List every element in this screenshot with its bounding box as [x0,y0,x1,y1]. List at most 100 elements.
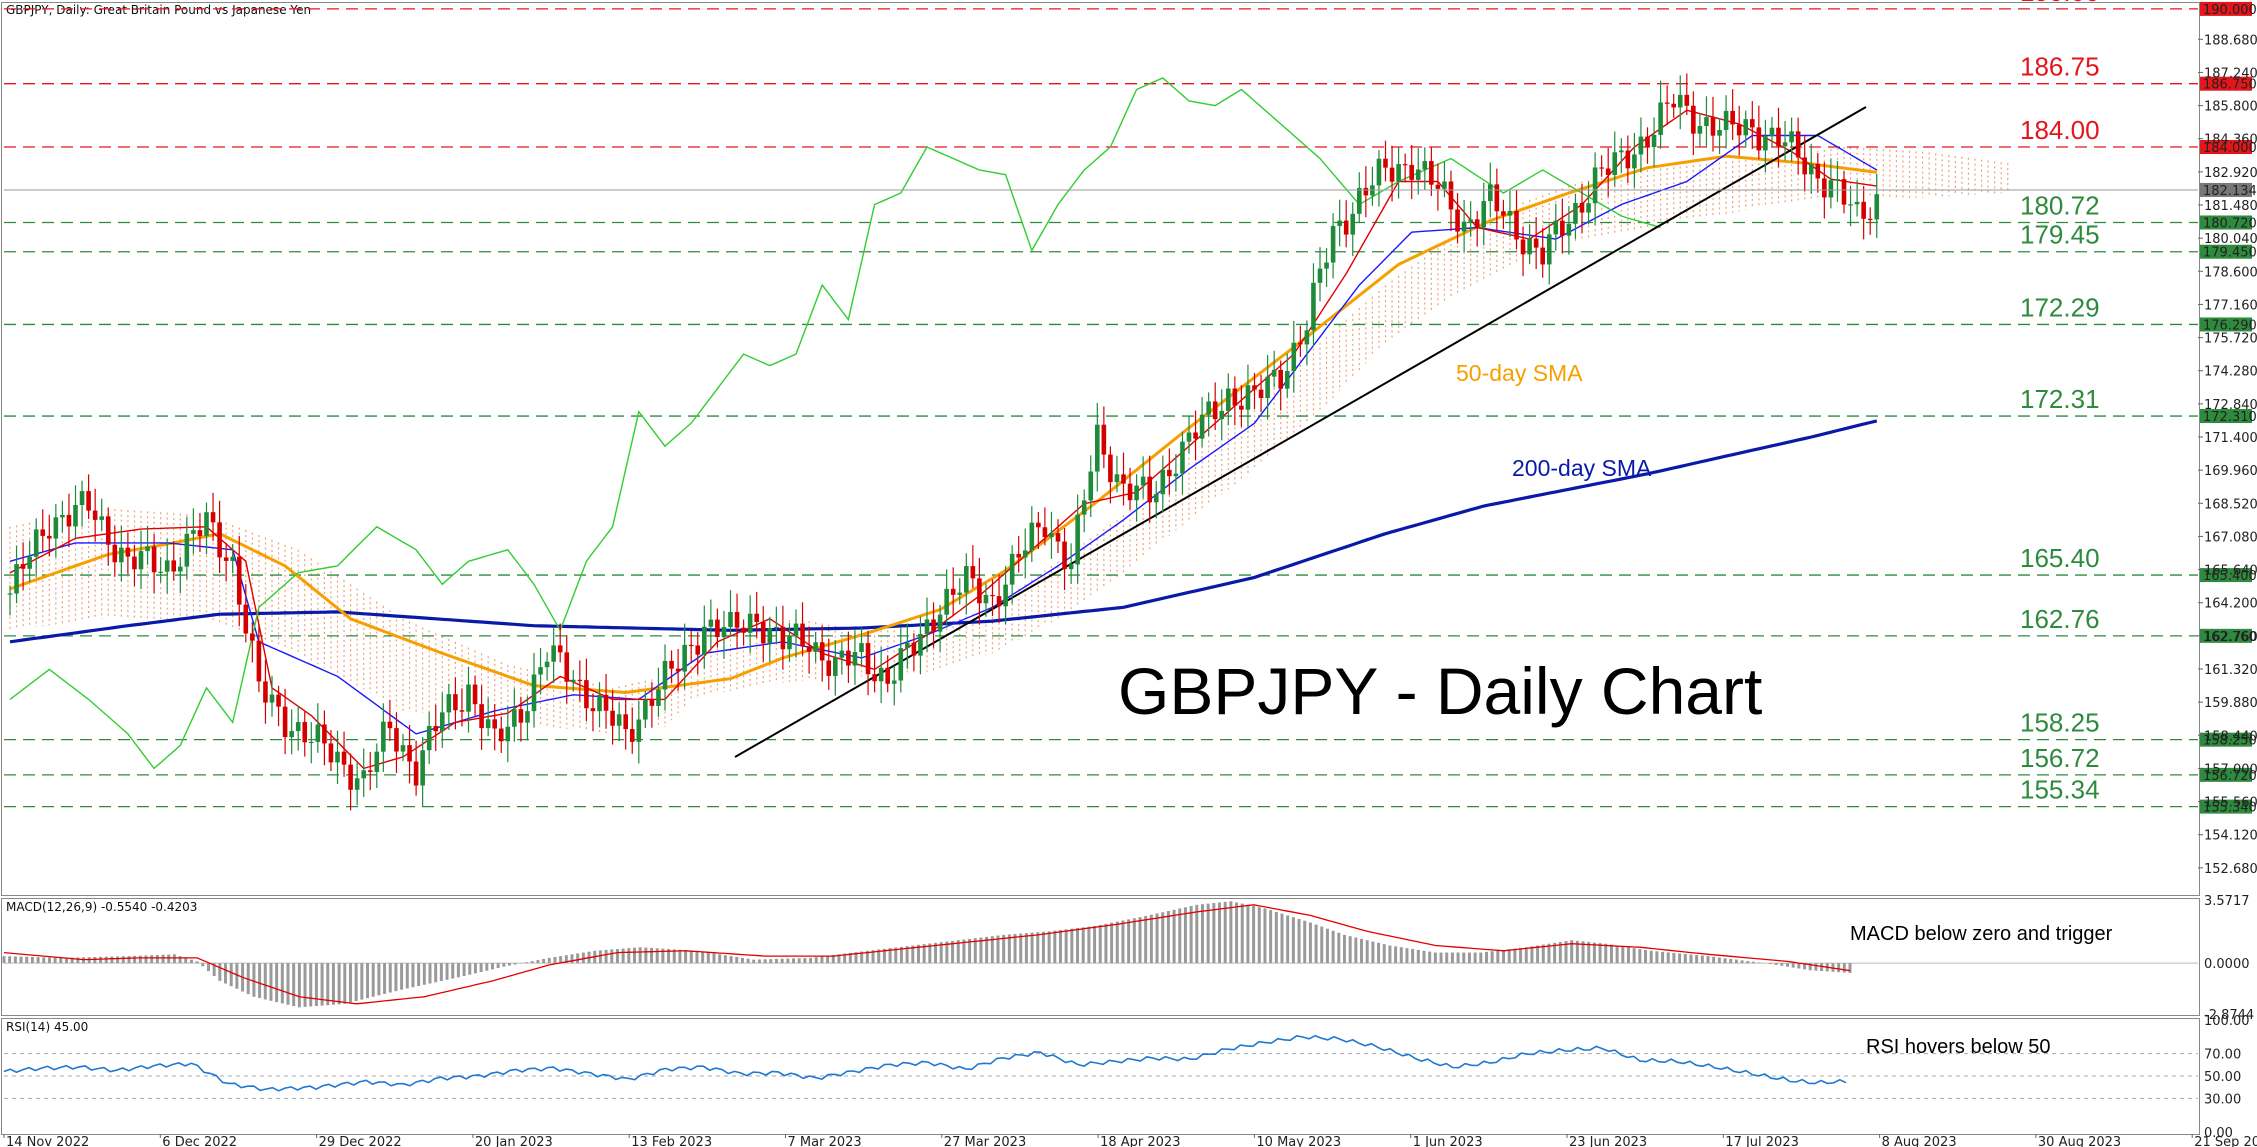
price-tick-label: 159.880 [2204,696,2257,711]
bull-candle [191,530,196,534]
bear-candle [1232,388,1238,406]
bull-candle [1003,584,1008,607]
bear-candle [741,627,746,633]
bear-candle [990,594,995,597]
bear-candle [564,652,570,682]
bear-candle [695,645,701,655]
bull-candle [440,712,445,732]
bear-candle [1042,527,1048,538]
bull-candle [1160,469,1166,495]
bull-candle [400,745,406,752]
rsi-header: RSI(14) 45.00 [6,1020,88,1034]
ichimoku-cloud [9,146,2009,734]
bull-candle [1415,169,1421,180]
bear-candle [1645,136,1650,147]
bull-candle [983,594,989,604]
macd-tick-label: 0.0000 [2204,957,2250,972]
bull-candle [1638,136,1644,155]
bear-candle [367,770,373,772]
bear-candle [970,566,976,579]
bear-candle [1605,168,1611,176]
bear-candle [1127,483,1133,501]
bear-candle [1448,181,1454,210]
level-tag-text: 176.290 [2203,318,2257,333]
kijun-path [9,134,1878,735]
bear-candle [1579,202,1585,213]
bear-candle [498,728,504,742]
bull-candle [1677,94,1683,108]
bear-candle [1501,211,1506,216]
bear-candle [132,556,137,570]
bear-candle [433,725,439,732]
bear-candle [1514,210,1519,240]
chikou-path [9,77,1661,770]
bull-candle [924,619,930,634]
bull-candle [164,560,170,572]
bull-candle [1075,514,1080,565]
level-tag-text: 162.760 [2203,630,2257,645]
bear-candle [1258,389,1264,398]
bear-candle [1710,117,1716,136]
bear-candle [1671,103,1676,108]
bear-candle [557,645,563,653]
level-tag [2200,139,2252,154]
bull-candle [1271,369,1277,377]
price-tick-label: 175.720 [2204,332,2257,347]
bull-candle [145,546,150,552]
bear-candle [47,535,52,539]
bull-candle [937,614,943,632]
bull-candle [1153,494,1159,503]
bull-candle [1592,167,1598,204]
bear-candle [1121,474,1126,484]
time-tick-label: 6 Dec 2022 [162,1135,237,1147]
price-tick-label: 155.560 [2204,796,2257,811]
bear-candle [780,626,786,650]
time-tick-label: 17 Jul 2023 [1725,1135,1799,1147]
bull-candle [721,627,727,638]
rsi-tick-label: 30.00 [2204,1092,2241,1107]
bear-candle [92,510,98,520]
time-tick-label: 20 Jan 2023 [475,1135,553,1147]
bear-candle [282,706,288,738]
bull-candle [53,517,59,539]
bull-candle [1828,180,1834,198]
bear-candle [86,491,91,511]
bear-candle [1101,424,1107,455]
price-tick-label: 169.960 [2204,464,2257,479]
bull-candle [295,722,301,732]
price-tick-label: 184.360 [2204,133,2257,148]
level-tag [2200,317,2252,332]
bull-candle [1468,219,1473,222]
bear-candle [734,611,740,628]
bull-candle [466,684,471,712]
bear-candle [1055,533,1061,542]
bull-candle [905,642,910,649]
level-tag [2200,215,2252,230]
price-tick-label: 167.080 [2204,530,2257,545]
bull-candle [138,551,144,570]
level-label: 190.00 [2020,0,2100,7]
bear-candle [1409,164,1414,180]
bull-candle [1553,220,1559,235]
bull-candle [1527,238,1532,255]
price-tick-label: 157.000 [2204,762,2257,777]
level-label: 172.29 [2020,292,2100,322]
time-tick-label: 23 Jun 2023 [1569,1135,1647,1147]
level-tag-text: 180.720 [2203,216,2257,231]
bear-candle [1429,161,1434,185]
bear-candle [171,560,177,572]
bear-candle [754,613,759,623]
bear-candle [217,522,222,558]
bull-candle [1743,119,1749,136]
bull-candle [426,725,432,751]
bull-candle [1324,262,1329,269]
bear-candle [276,694,281,707]
kijun-sen-line [9,134,1878,735]
bull-candle [1081,500,1087,515]
price-tick-label: 171.400 [2204,431,2257,446]
bull-candle [839,650,845,658]
bear-candle [1474,219,1480,228]
bull-candle [944,588,949,615]
bear-candle [1756,127,1762,151]
